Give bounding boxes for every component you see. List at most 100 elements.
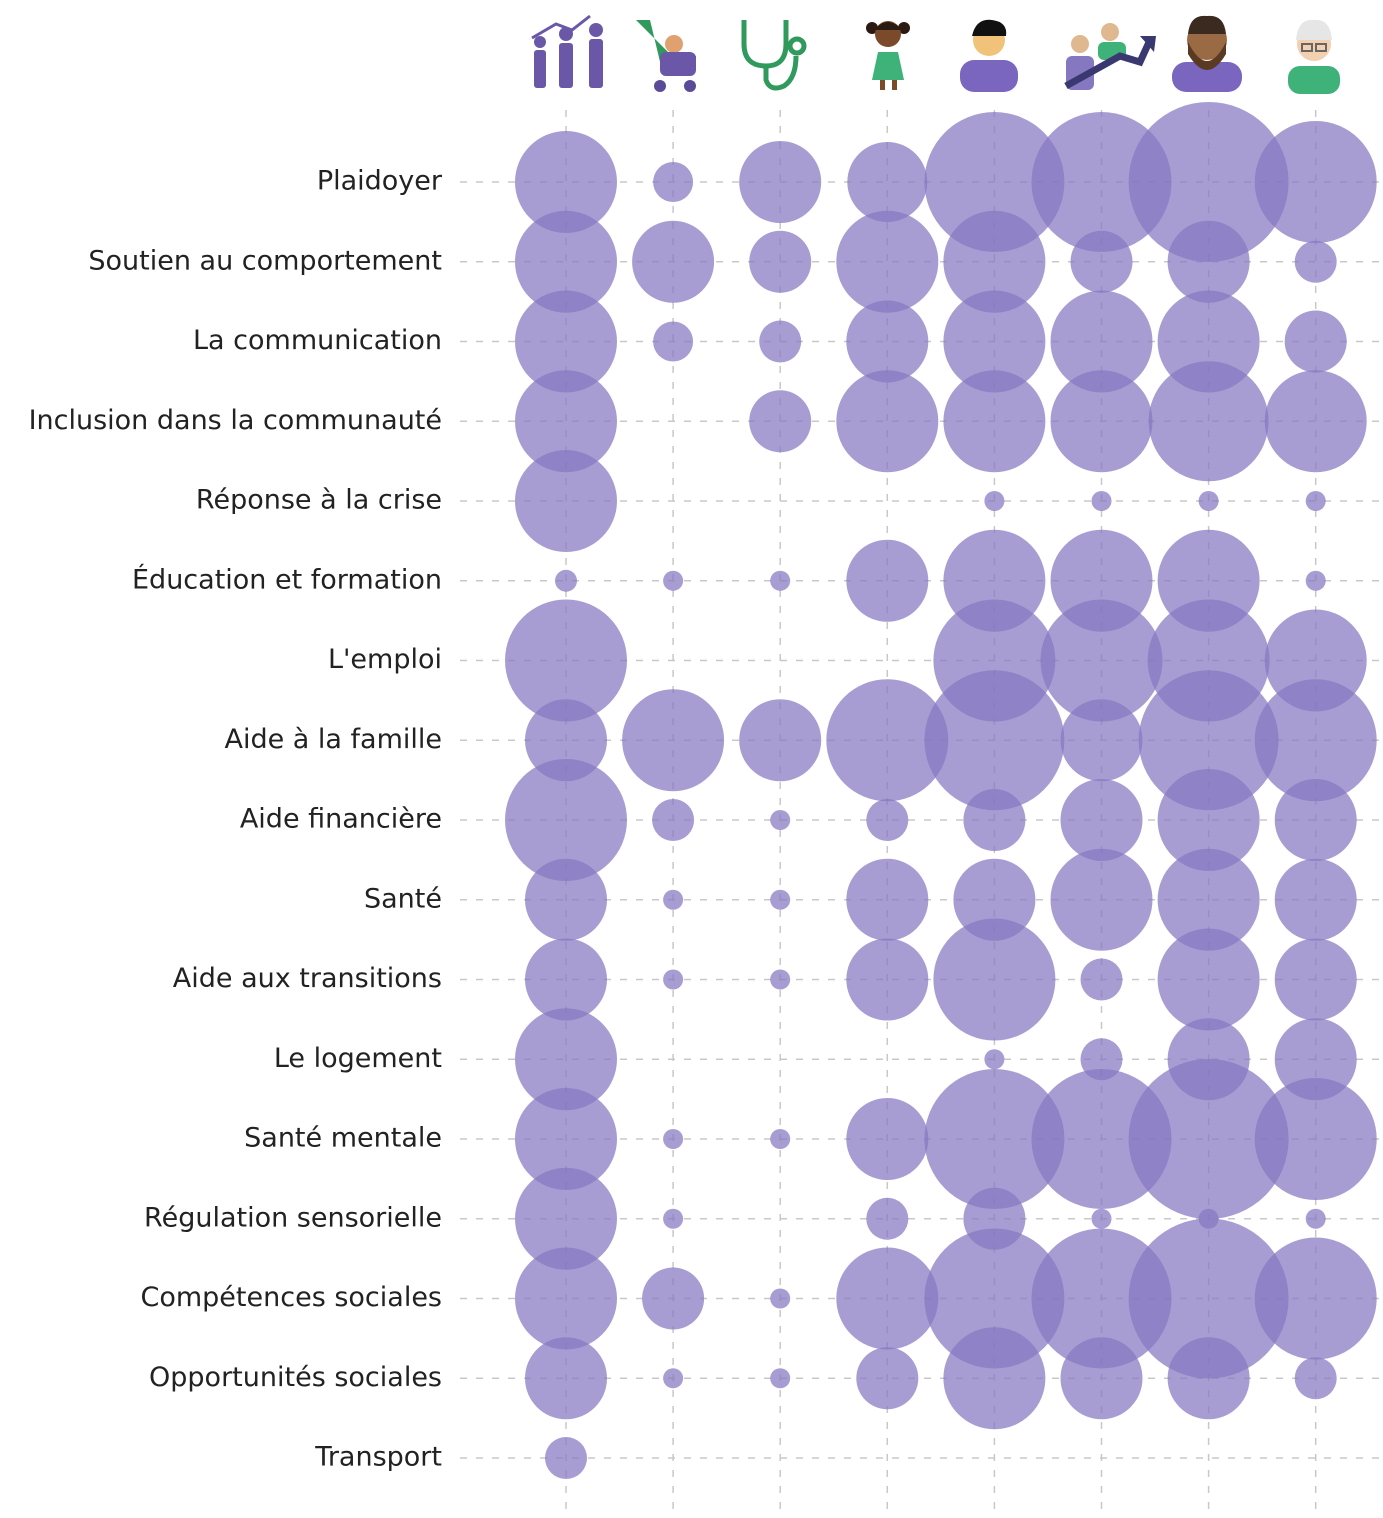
bubble [846,939,928,1021]
bubble [770,970,790,990]
bubble [1051,849,1153,951]
bubble [663,1209,683,1229]
bubble [866,799,908,841]
bubble [652,799,694,841]
bubble [846,1098,928,1180]
bubble [1081,959,1123,1001]
bubble [555,570,577,592]
row-label: La communication [193,325,442,356]
bubble [943,370,1045,472]
bubble [1265,370,1367,472]
bubble [1051,370,1153,472]
bubble [963,789,1025,851]
bubbles [505,102,1377,1479]
bubble [525,1337,607,1419]
bubble [739,699,821,781]
bubble [515,1248,617,1350]
bubble [663,571,683,591]
bubble [1071,231,1133,293]
icon-transition [1066,23,1156,90]
bubble [632,221,714,303]
row-label: Aide financière [240,804,442,835]
bubble [759,321,801,363]
row-label: Éducation et formation [132,563,442,595]
icon-boy [960,20,1018,92]
row-label: Transport [314,1442,442,1473]
bubble [933,919,1055,1041]
icon-stethoscope [744,20,804,88]
row-label: L'emploi [328,644,442,675]
bubble [770,890,790,910]
chart: Plaidoyer Soutien au comportement La commu… [0,0,1383,1518]
bubble [1061,1337,1143,1419]
icon-elder [1288,20,1340,94]
bubble [984,491,1004,511]
bubble [1092,1209,1112,1229]
row-label: Régulation sensorielle [144,1202,442,1233]
bubble [663,1368,683,1388]
row-label: Soutien au comportement [88,245,442,276]
bubble [749,390,811,452]
bubble [653,162,693,202]
bubble [1255,121,1377,243]
row-label: Inclusion dans la communauté [29,405,442,436]
row-label: Santé [364,883,442,914]
bubble [846,301,928,383]
bubble [1275,779,1357,861]
bubble [770,1368,790,1388]
bubble [1061,699,1143,781]
row-label: Réponse à la crise [196,485,442,516]
bubble [836,370,938,472]
bubble [663,970,683,990]
bubble [525,859,607,941]
column-icons [532,16,1340,94]
bubble [1199,491,1219,511]
bubble [866,1198,908,1240]
bubble [1295,1357,1337,1399]
bubble [770,810,790,830]
bubble [739,141,821,223]
bubble [749,231,811,293]
icon-stroller [636,20,696,92]
bubble [1306,571,1326,591]
bubble [1255,1238,1377,1360]
bubble [1306,491,1326,511]
bubble [622,689,724,791]
bubble [846,859,928,941]
bubble [1168,221,1250,303]
row-labels: Plaidoyer Soutien au comportement La commu… [29,166,443,1473]
bubble [1255,1078,1377,1200]
bubble [856,1347,918,1409]
bubble [847,142,927,222]
row-label: Plaidoyer [317,166,443,197]
bubble [1275,939,1357,1021]
bubble [1149,361,1269,481]
icon-girl [866,21,910,90]
bubble [770,1129,790,1149]
bubble [1158,929,1260,1031]
bubble [642,1268,704,1330]
bubble [836,1248,938,1350]
bubble [770,571,790,591]
bubble [653,322,693,362]
bubble [663,1129,683,1149]
bubble [846,540,928,622]
bubble [836,211,938,313]
bubble [1061,779,1143,861]
row-label: Santé mentale [244,1123,442,1154]
bubble [1275,859,1357,941]
bubble [525,939,607,1021]
bubble [1295,241,1337,283]
bubble [1285,311,1347,373]
bubble [984,1049,1004,1069]
bubble [1168,1337,1250,1419]
icon-population [532,16,603,88]
bubble [663,890,683,910]
bubble [770,1289,790,1309]
bubble [943,1327,1045,1429]
row-label: Opportunités sociales [149,1362,442,1393]
icon-man [1172,16,1242,92]
bubble [545,1437,587,1479]
row-label: Aide aux transitions [173,963,442,994]
bubble [515,450,617,552]
